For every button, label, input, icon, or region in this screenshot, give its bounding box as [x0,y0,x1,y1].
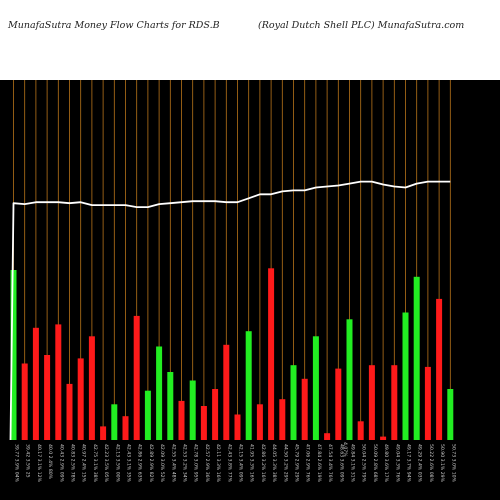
money-flow-bar [66,383,73,440]
money-flow-bar [223,344,230,440]
money-flow-bar [436,298,443,440]
tick-label: 50.04 2.5% 79% [361,444,367,483]
money-flow-bar [55,324,62,440]
tick-label: 41.95 3.3% 16% [249,444,255,483]
tick-label: 40.0 2.4% 80% [47,444,53,480]
tick-label: 49.80 3.6% 17% [383,444,389,483]
money-flow-bar [256,404,263,440]
tick-label: 42.55 3.4% 48% [170,444,176,483]
tick-label: 40.43 2.9% 09% [58,444,64,483]
money-flow-bar [290,365,297,440]
money-flow-bar [447,389,454,440]
money-flow-bar [133,315,140,440]
money-flow-bar [391,365,398,440]
money-flow-bar [88,336,95,440]
tick-label: 45.79 2.9% 29% [294,444,300,483]
money-flow-bar [44,355,51,440]
money-flow-bar [402,312,409,440]
tick-label: 40.17 3.1% 12% [36,444,42,483]
tick-label: 42.86 2.9% 63% [137,444,143,483]
tick-label: 50.73 3.0% 10% [450,444,456,483]
tick-label: 42.43 3.1% 35% [126,444,132,483]
tick-label: 42.78 3.0% 95% [193,444,199,483]
money-flow-bar [234,414,241,440]
money-flow-bar [21,363,28,440]
tick-label: 42.43 3.8% 77% [226,444,232,483]
tick-label: 42.11 3.3% 16% [215,444,221,483]
money-flow-bar [245,331,252,440]
money-flow-bar [324,433,331,440]
tick-label: 42.23 3.5% 05% [103,444,109,483]
tick-label: 50.09 2.8% 68% [372,444,378,483]
money-flow-bar [312,336,319,440]
money-flow-bar [111,404,118,440]
money-flow-bar [122,416,129,440]
money-flow-bar [301,378,308,440]
money-flow-bar [212,389,219,440]
tick-label: 49.17 3.7% 94% [406,444,412,483]
tick-label: 40.83 2.5% 78% [70,444,76,483]
money-flow-bar [357,421,364,440]
money-flow-bar [335,368,342,440]
money-flow-bar [144,390,151,440]
tick-label: 42.57 2.9% 36% [204,444,210,483]
tick-label: 42.75 3.1% 38% [92,444,98,483]
money-flow-bar [346,319,353,440]
tick-label: 40.97 2.4% 15% [81,444,87,483]
money-flow-bar [77,358,84,440]
tick-label: 39.42 3.5% 25 [25,444,31,478]
plot-area: 39.77 3.9% 04% 39.42 3.5% 25 40.17 3.1% 12… [0,80,500,500]
tick-label: 49.84 3.1% 31% [350,444,356,483]
tick-label: 42.13 3.5% 00% [114,444,120,483]
tick-label: 49.04 3.3% 76% [394,444,400,483]
money-flow-bar [413,276,420,440]
tick-label: 42.15 3.4% 09% [238,444,244,483]
annotation-label: 4.07% [342,442,348,457]
tick-label: 47.54 3.4% 76% [327,444,333,483]
money-flow-line [9,180,451,441]
tick-label: 42.89 2.9% 82% [148,444,154,483]
tick-label: 50.90 3.1% 29% [439,444,445,483]
money-flow-bar [368,365,375,440]
tick-label: 42.09 3.0% 52% [159,444,165,483]
tick-label: 42.53 3.2% 34% [182,444,188,483]
tick-label: 47.06 2.9% 76% [305,444,311,483]
money-flow-bar [268,268,275,440]
money-flow-bar [200,406,207,440]
tick-label: 42.86 3.2% 16% [260,444,266,483]
money-flow-bar [380,436,387,440]
money-flow-bar [167,372,174,440]
money-flow-bar [32,327,39,440]
tick-label: 50.22 2.6% 08% [428,444,434,483]
money-flow-bar [189,380,196,440]
money-flow-bar [10,270,17,440]
money-flow-bar [178,400,185,440]
tick-label: 44.05 3.3% 38% [271,444,277,483]
tick-label: 49.29 2.4% 03% [417,444,423,483]
money-flow-bar [279,399,286,440]
chart-subtitle: (Royal Dutch Shell PLC) MunafaSutra.com [258,20,465,31]
money-flow-bar [424,366,431,440]
chart-title: MunafaSutra Money Flow Charts for RDS.B [8,20,220,31]
money-flow-bar [156,346,163,440]
money-flow-bar [100,426,107,440]
tick-label: 48.63 3.6% 09% [338,444,344,483]
tick-label: 44.50 3.2% 29% [282,444,288,483]
tick-label: 47.84 2.6% 19% [316,444,322,483]
tick-label: 39.77 3.9% 04% [14,444,20,483]
money-flow-chart: 39.77 3.9% 04% 39.42 3.5% 25 40.17 3.1% 12… [9,80,456,483]
